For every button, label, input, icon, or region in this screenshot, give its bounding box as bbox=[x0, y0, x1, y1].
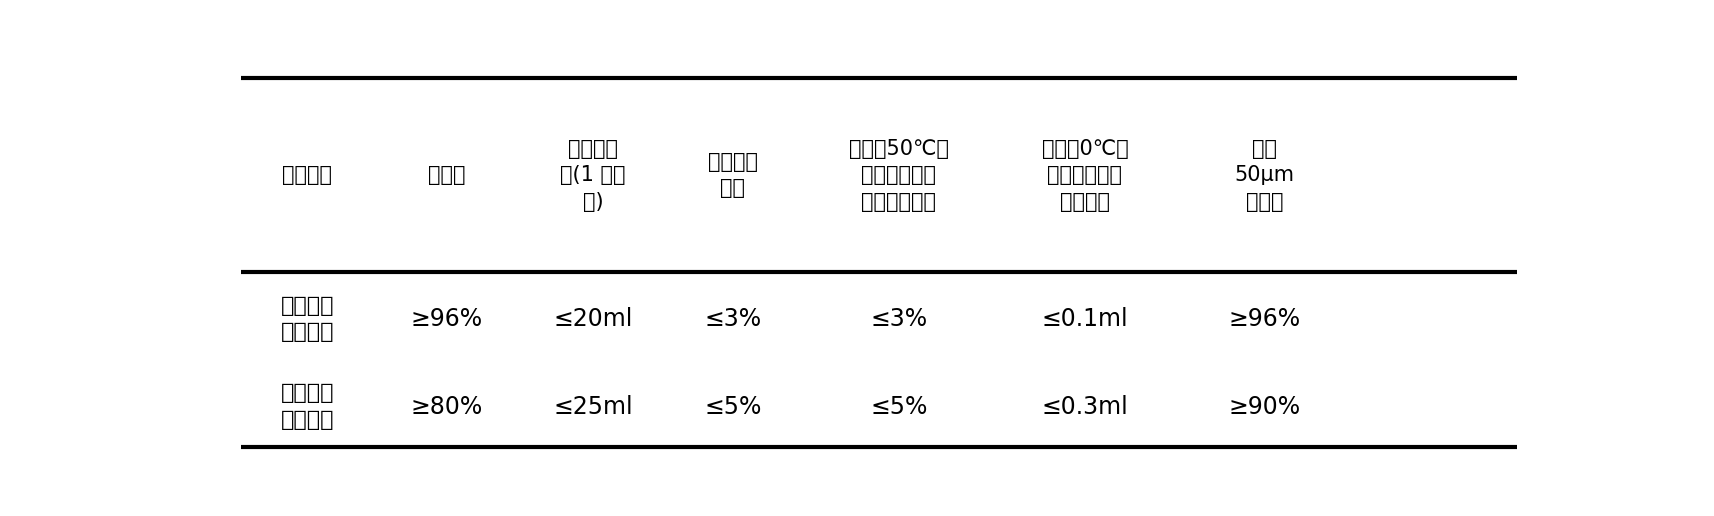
Text: 本发明所
有实施例: 本发明所 有实施例 bbox=[281, 296, 334, 343]
Text: 热贮（50℃）
稳定性（有效
成分分解率）: 热贮（50℃） 稳定性（有效 成分分解率） bbox=[848, 139, 948, 212]
Text: 低温（0℃）
稳定性（离析
物体积）: 低温（0℃） 稳定性（离析 物体积） bbox=[1040, 139, 1128, 212]
Text: ≤0.3ml: ≤0.3ml bbox=[1040, 395, 1128, 418]
Text: ≤3%: ≤3% bbox=[704, 307, 761, 331]
Text: 倾倒后残
余物: 倾倒后残 余物 bbox=[708, 152, 758, 198]
Text: ≤0.1ml: ≤0.1ml bbox=[1040, 307, 1128, 331]
Text: ≤25ml: ≤25ml bbox=[554, 395, 632, 418]
Text: 技术指标: 技术指标 bbox=[283, 165, 333, 185]
Text: 杀菌产品
规格要求: 杀菌产品 规格要求 bbox=[281, 383, 334, 430]
Text: ≤20ml: ≤20ml bbox=[554, 307, 632, 331]
Text: ≥96%: ≥96% bbox=[1227, 307, 1299, 331]
Text: ≤5%: ≤5% bbox=[704, 395, 761, 418]
Text: 通过
50μm
试验筛: 通过 50μm 试验筛 bbox=[1234, 139, 1294, 212]
Text: ≥90%: ≥90% bbox=[1227, 395, 1299, 418]
Text: ≥96%: ≥96% bbox=[411, 307, 483, 331]
Text: ≤5%: ≤5% bbox=[869, 395, 927, 418]
Text: ≥80%: ≥80% bbox=[411, 395, 483, 418]
Text: 持久起泡
性(1 分钟
后): 持久起泡 性(1 分钟 后) bbox=[560, 139, 626, 212]
Text: ≤3%: ≤3% bbox=[869, 307, 927, 331]
Text: 悬浮率: 悬浮率 bbox=[428, 165, 466, 185]
